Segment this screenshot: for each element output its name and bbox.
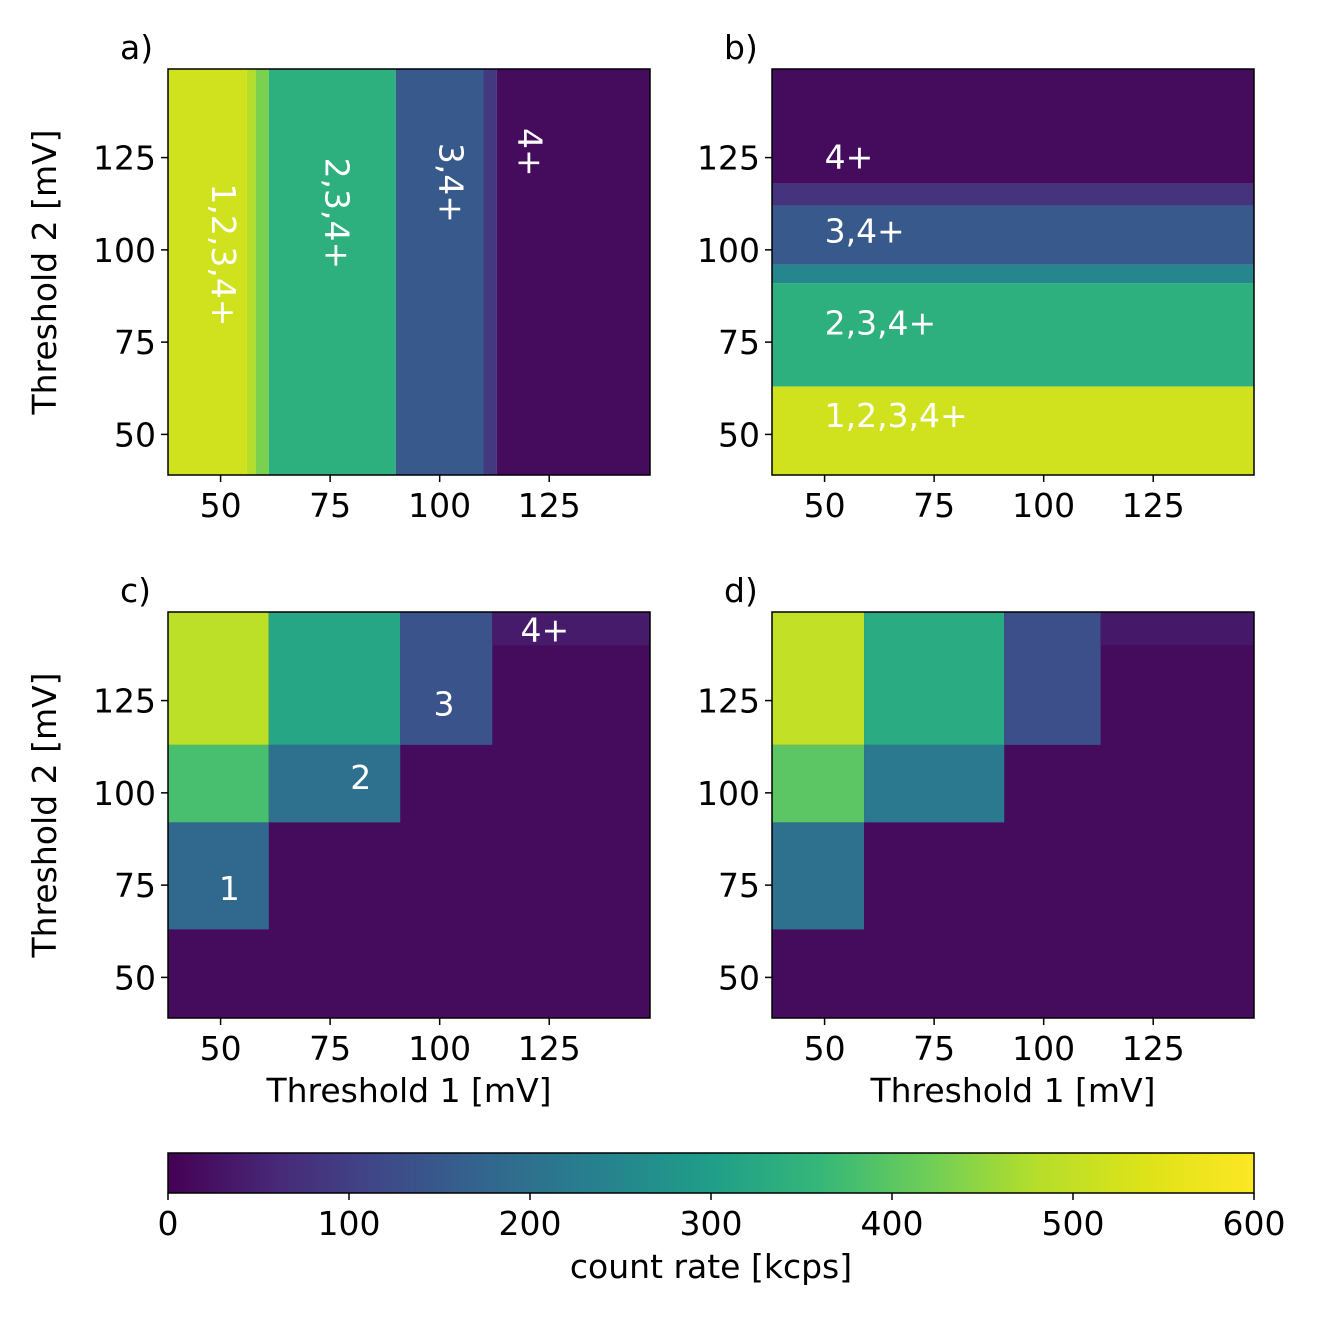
colorbar-gradient — [167, 1152, 1255, 1194]
y-tick-label-a-0: 50 — [114, 415, 156, 454]
heatmap-cell-a-2 — [255, 69, 269, 475]
panel-c: 50 75 100 125 50 75 100 125 c) Threshold 2 [mV] Th… — [25, 571, 651, 1110]
heatmap-cell-b-0 — [772, 386, 1254, 475]
panel-label-d: d) — [724, 571, 758, 610]
y-tick-label-d-1: 75 — [718, 866, 760, 905]
y-tick-label-d-3: 125 — [697, 682, 760, 721]
y-axis-label-a: Threshold 2 [mV] — [25, 129, 64, 415]
axes-frame-b — [771, 68, 1255, 476]
y-tick-label-c-3: 125 — [93, 682, 156, 721]
heatmap-cell-d-2 — [772, 744, 865, 823]
heatmap-cell-a-0 — [168, 69, 247, 475]
y-tick-label-c-1: 75 — [114, 866, 156, 905]
annotation-a-3: 4+ — [511, 128, 550, 177]
heatmap-panels: 50 75 100 125 50 75 100 125 a) Threshold 2 [mV] 1,… — [25, 28, 1255, 1110]
x-tick-label-d-3: 125 — [1122, 1029, 1185, 1068]
heatmap-cell-a-3 — [268, 69, 396, 475]
heatmap-cell-c-5 — [268, 612, 401, 745]
colorbar-tick-label-1: 100 — [318, 1204, 381, 1243]
x-tick-label-b-0: 50 — [804, 486, 846, 525]
annotation-b-0: 4+ — [825, 138, 874, 177]
y-axis-label-c: Threshold 2 [mV] — [25, 672, 64, 958]
x-tick-label-c-3: 125 — [518, 1029, 581, 1068]
heatmap-cell-c-7 — [492, 612, 650, 646]
colorbar-tick-label-5: 500 — [1042, 1204, 1105, 1243]
heatmap-cell-a-5 — [483, 69, 497, 475]
y-tick-label-b-0: 50 — [718, 415, 760, 454]
x-tick-label-b-2: 100 — [1012, 486, 1075, 525]
colorbar-tick-label-4: 400 — [861, 1204, 924, 1243]
x-tick-label-c-1: 75 — [309, 1029, 351, 1068]
y-tick-label-c-0: 50 — [114, 958, 156, 997]
heatmap-cell-c-4 — [268, 744, 401, 823]
heatmap-cell-d-1 — [772, 822, 865, 930]
heatmap-cell-d-4 — [864, 744, 1005, 823]
colorbar: 0 100 200 300 400 500 600 count rate [kcps] — [158, 1152, 1286, 1286]
x-axis-label-c: Threshold 1 [mV] — [265, 1071, 551, 1110]
heatmap-cell-c-1 — [168, 822, 269, 930]
annotation-c-2: 3 — [434, 684, 455, 723]
panel-d: 50 75 100 125 50 75 100 125 d) Threshold 1 [mV] — [697, 571, 1255, 1110]
y-tick-label-c-2: 100 — [93, 774, 156, 813]
heatmap-cell-d-3 — [772, 612, 865, 745]
annotation-c-3: 4+ — [521, 611, 570, 650]
x-tick-label-b-1: 75 — [913, 486, 955, 525]
colorbar-tick-label-6: 600 — [1223, 1204, 1286, 1243]
panel-a: 50 75 100 125 50 75 100 125 a) Threshold 2 [mV] 1,… — [25, 28, 651, 525]
annotation-b-2: 2,3,4+ — [825, 304, 937, 343]
heatmap-cell-c-6 — [400, 612, 493, 745]
colorbar-tick-label-3: 300 — [680, 1204, 743, 1243]
x-tick-label-a-2: 100 — [408, 486, 471, 525]
colorbar-tick-label-0: 0 — [158, 1204, 179, 1243]
heatmap-cell-b-4 — [772, 183, 1254, 206]
y-tick-label-b-2: 100 — [697, 231, 760, 270]
axes-frame-c — [167, 611, 651, 1019]
x-tick-label-d-0: 50 — [804, 1029, 846, 1068]
axes-frame-d — [771, 611, 1255, 1019]
axes-frame-a — [167, 68, 651, 476]
heatmap-cell-a-1 — [246, 69, 256, 475]
y-tick-label-d-0: 50 — [718, 958, 760, 997]
panel-b: 50 75 100 125 50 75 100 125 b) 4+ 3,4+ 2,3,4+ 1,2,3,… — [697, 28, 1255, 525]
annotation-a-1: 2,3,4+ — [318, 158, 357, 270]
heatmap-cell-b-1 — [772, 283, 1254, 387]
x-tick-label-d-1: 75 — [913, 1029, 955, 1068]
heatmap-cell-b-2 — [772, 264, 1254, 284]
x-tick-label-a-3: 125 — [518, 486, 581, 525]
heatmap-cell-a-4 — [395, 69, 484, 475]
panel-label-b: b) — [724, 28, 758, 67]
colorbar-tick-label-2: 200 — [499, 1204, 562, 1243]
y-tick-label-d-2: 100 — [697, 774, 760, 813]
heatmap-cell-d-6 — [1004, 612, 1101, 745]
colorbar-label: count rate [kcps] — [570, 1247, 852, 1286]
annotation-c-1: 2 — [350, 758, 371, 797]
y-tick-label-b-1: 75 — [718, 323, 760, 362]
panel-label-c: c) — [120, 571, 151, 610]
annotation-b-1: 3,4+ — [825, 211, 905, 250]
x-tick-label-c-2: 100 — [408, 1029, 471, 1068]
heatmap-cell-b-5 — [772, 69, 1254, 184]
annotation-c-0: 1 — [219, 869, 240, 908]
heatmap-cell-c-3 — [168, 612, 269, 745]
annotation-a-0: 1,2,3,4+ — [204, 183, 243, 326]
x-tick-label-a-1: 75 — [309, 486, 351, 525]
heatmap-cell-d-5 — [864, 612, 1005, 745]
heatmap-cell-a-6 — [496, 69, 650, 475]
heatmap-cell-c-2 — [168, 744, 269, 823]
x-tick-label-a-0: 50 — [200, 486, 242, 525]
heatmap-cell-d-7 — [1100, 612, 1254, 646]
panel-label-a: a) — [120, 28, 153, 67]
annotation-a-2: 3,4+ — [432, 143, 471, 223]
annotation-b-3: 1,2,3,4+ — [825, 396, 968, 435]
y-tick-label-b-3: 125 — [697, 139, 760, 178]
y-tick-label-a-3: 125 — [93, 139, 156, 178]
y-tick-label-a-2: 100 — [93, 231, 156, 270]
x-tick-label-b-3: 125 — [1122, 486, 1185, 525]
heatmap-cell-b-3 — [772, 205, 1254, 265]
x-axis-label-d: Threshold 1 [mV] — [869, 1071, 1155, 1110]
y-tick-label-a-1: 75 — [114, 323, 156, 362]
x-tick-label-d-2: 100 — [1012, 1029, 1075, 1068]
x-tick-label-c-0: 50 — [200, 1029, 242, 1068]
